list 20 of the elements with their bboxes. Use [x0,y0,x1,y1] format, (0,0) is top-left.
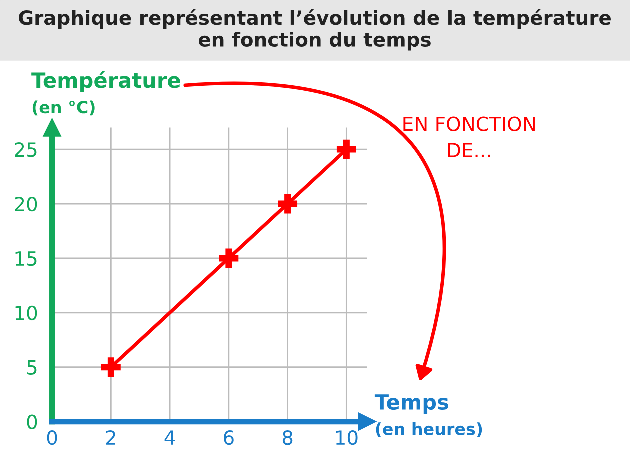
point [101,358,121,378]
text: EN FONCTION DE... [404,116,535,158]
y-tick-label: 10 [16,306,38,321]
point [336,140,356,160]
point [278,194,298,214]
x-tick-label: 2 [106,430,116,445]
x-tick-label: 6 [224,430,234,446]
point [219,248,239,268]
y-axis-title: Température (en °C) [32,71,180,116]
y-tick-label: 5 [28,360,37,376]
chart-title: Graphique représentant l’évolution de la température en fonction du temps [19,9,611,51]
x-tick-label: 8 [282,430,293,446]
x-tick-label: 0 [47,430,58,446]
x-tick-label: 10 [336,430,358,446]
x-axis-title: Temps (en heures) [374,394,482,438]
x-tick-label: 4 [164,430,176,445]
y-tick-label: 15 [16,252,37,266]
y-tick-label: 25 [15,142,37,158]
y-tick-label: 0 [27,414,38,430]
y-tick-label: 20 [15,196,38,212]
